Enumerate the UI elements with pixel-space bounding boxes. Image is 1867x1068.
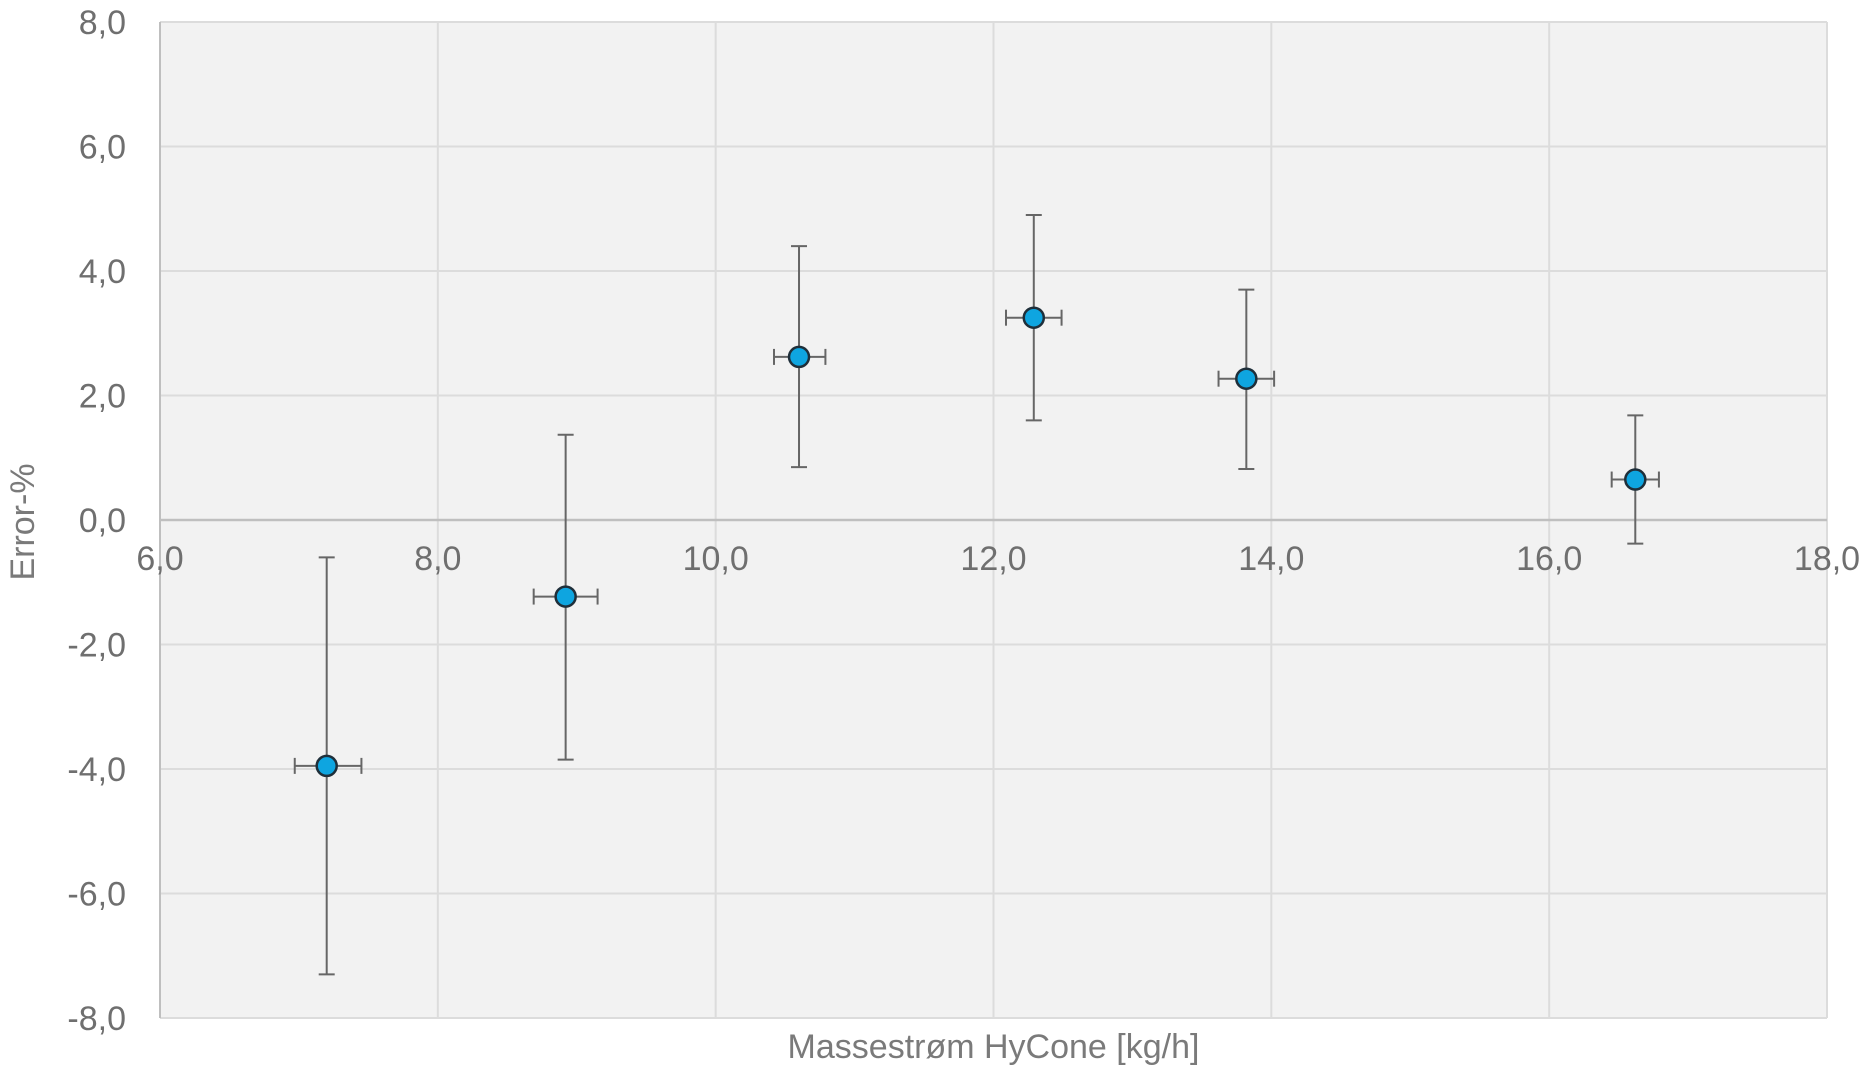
- x-tick-label: 8,0: [414, 540, 461, 578]
- data-point: [1022, 306, 1046, 329]
- x-tick-label: 6,0: [136, 540, 183, 578]
- y-tick-label: 0,0: [79, 502, 126, 540]
- x-tick-label: 12,0: [960, 540, 1026, 578]
- x-tick-label: 14,0: [1238, 540, 1304, 578]
- data-point: [1235, 367, 1258, 390]
- data-point: [315, 754, 338, 778]
- x-axis-title: Massestrøm HyCone [kg/h]: [788, 1028, 1200, 1066]
- y-axis-ticks: -8,0 -6,0 -4,0 -2,0 0,0 2,0 4,0 6,0 8,0: [67, 4, 126, 1038]
- y-tick-label: 6,0: [79, 129, 126, 167]
- x-tick-label: 10,0: [683, 540, 749, 578]
- data-point: [787, 345, 811, 369]
- y-tick-label: 8,0: [79, 4, 126, 42]
- data-point: [1624, 468, 1647, 491]
- y-tick-label: -2,0: [67, 627, 126, 665]
- data-points: [315, 306, 1647, 778]
- y-tick-label: -8,0: [67, 1000, 126, 1038]
- x-tick-label: 18,0: [1794, 540, 1860, 578]
- x-axis-ticks: 6,0 8,0 10,0 12,0 14,0 16,0 18,0: [136, 540, 1860, 578]
- y-tick-label: 4,0: [79, 253, 126, 291]
- y-axis-title: Error-%: [4, 463, 42, 580]
- x-tick-label: 16,0: [1516, 540, 1582, 578]
- data-point: [554, 585, 577, 608]
- y-tick-label: 2,0: [79, 378, 126, 416]
- y-tick-label: -4,0: [67, 751, 126, 789]
- y-tick-label: -6,0: [67, 876, 126, 914]
